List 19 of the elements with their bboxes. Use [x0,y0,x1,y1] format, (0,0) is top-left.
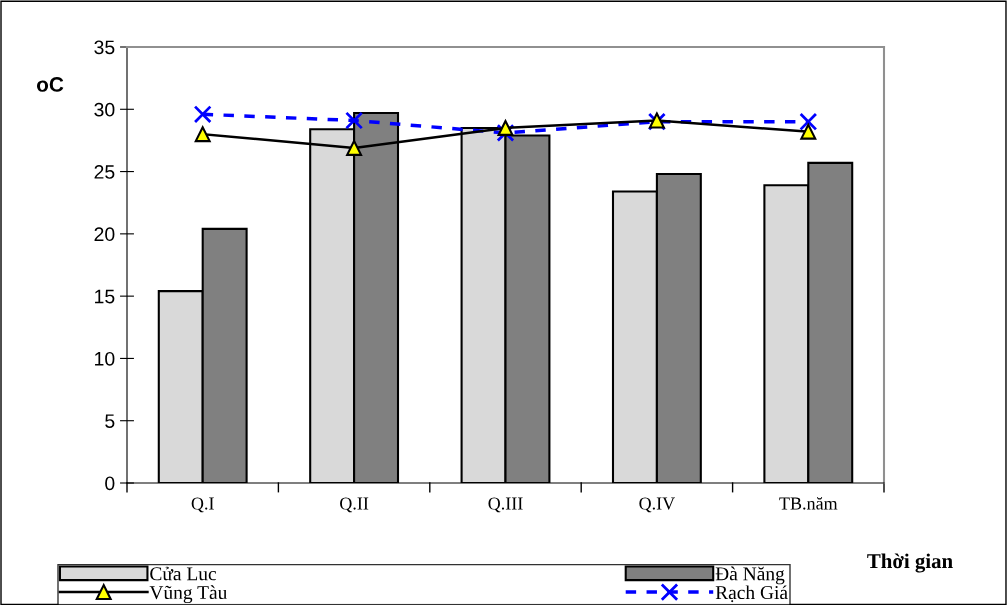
y-tick-label: 15 [95,289,115,304]
y-tick-label: 20 [94,227,115,242]
y-tick-label: 0 [105,476,115,491]
y-tick-label: 35 [94,40,115,55]
y-tick-label: 10 [95,351,115,366]
y-tick-label: 25 [94,165,115,179]
legend-label: Cửa Luc [150,566,217,581]
x-tick-label: Q.IV [639,497,675,513]
y-tick-label: 5 [105,414,115,428]
x-tick-label: Q.III [488,497,523,513]
legend-label: Đà Năng [715,566,785,585]
legend-label: Rạch Giá [715,585,788,603]
legend-label: Vũng Tàu [149,585,228,604]
y-axis-title: oC [36,77,64,92]
x-tick-label: Q.II [340,497,369,513]
y-tick-label: 30 [94,102,115,117]
x-tick-label: Q.I [191,497,214,513]
x-axis-title: Thời gian [867,553,953,573]
x-tick-label: TB.năm [779,497,838,510]
